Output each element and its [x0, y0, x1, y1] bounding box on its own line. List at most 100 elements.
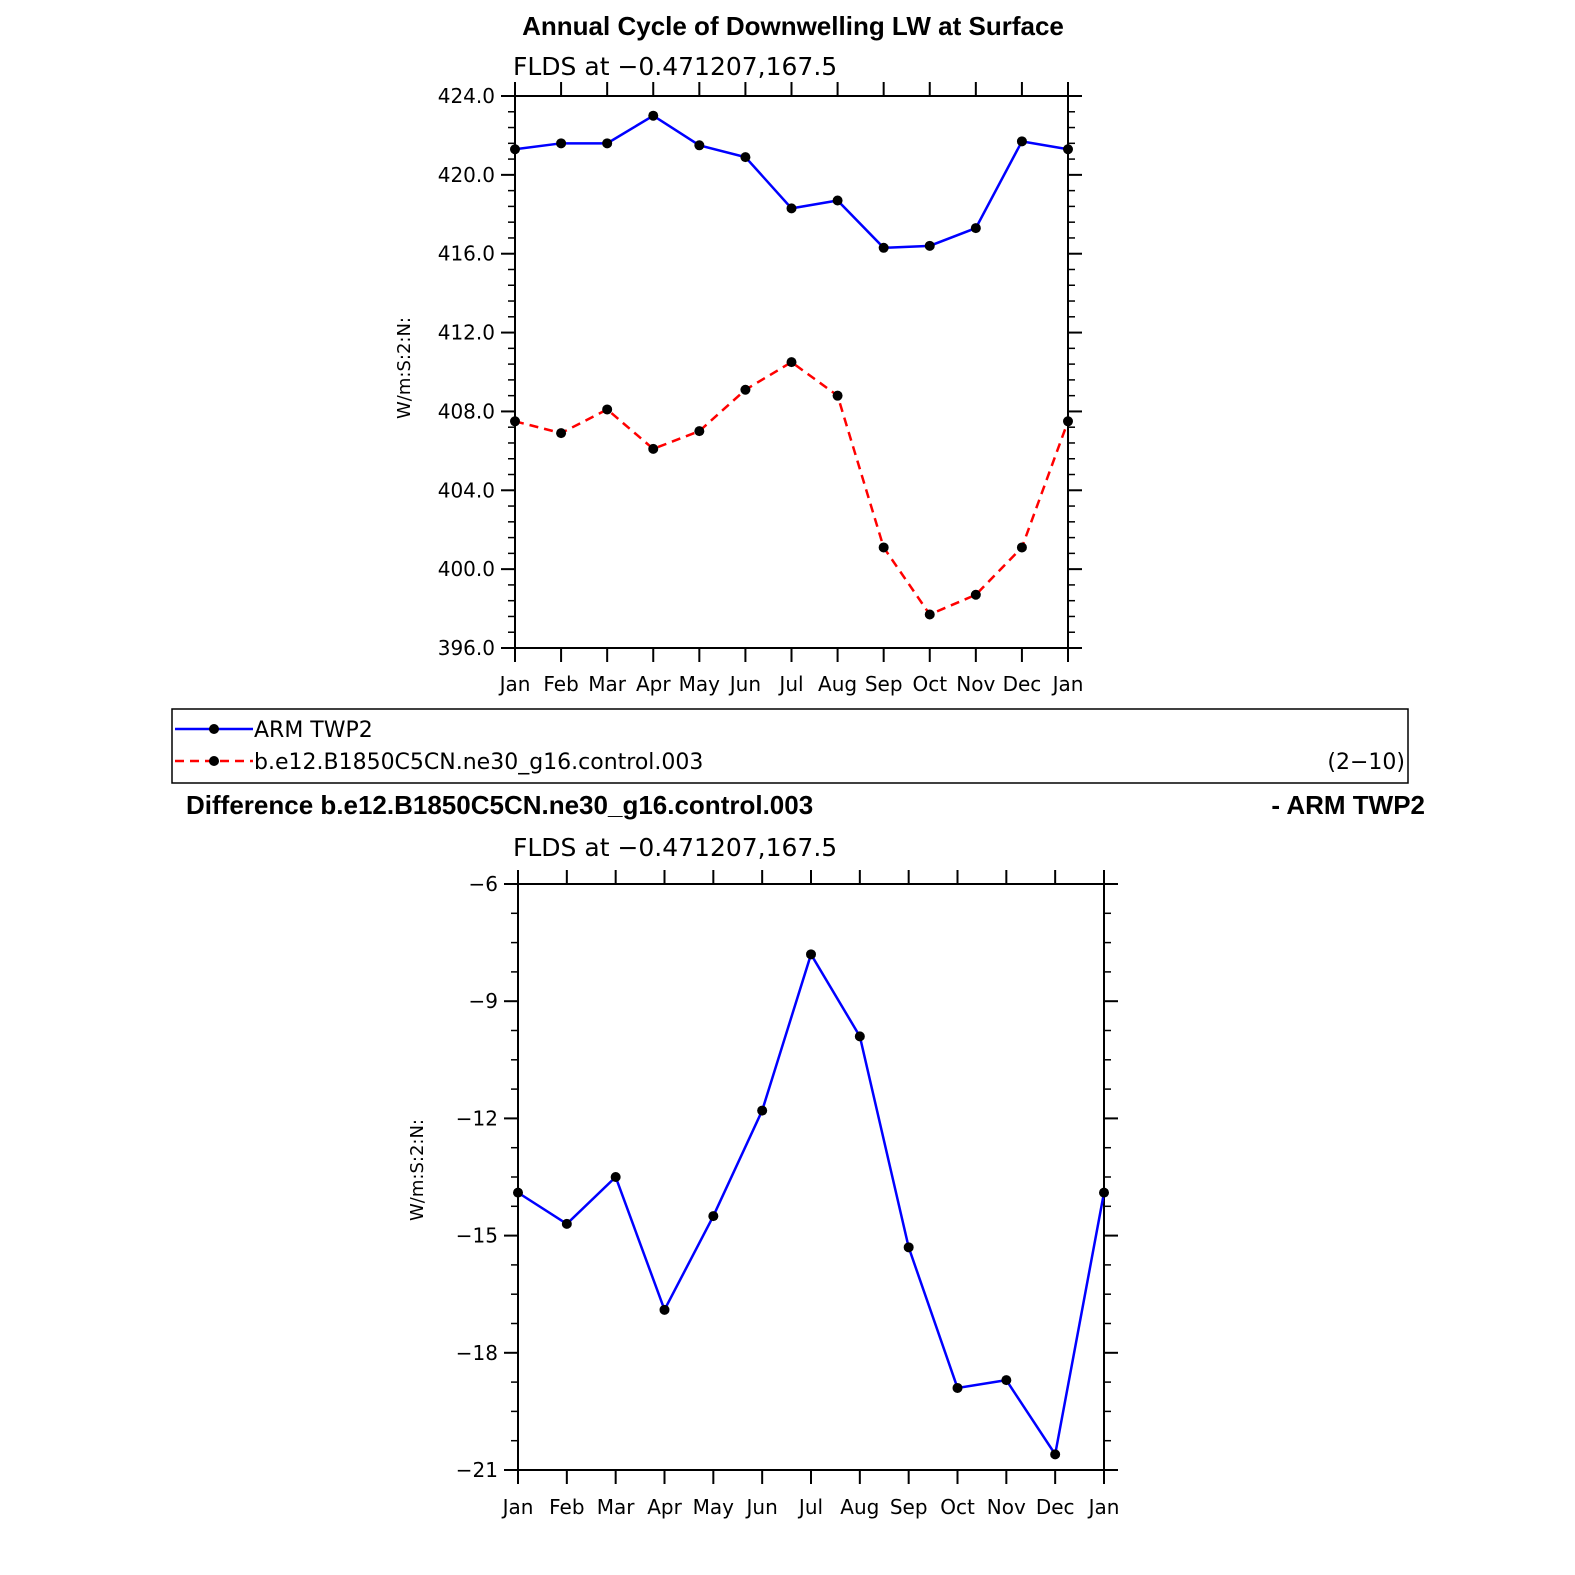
c1-series-1-point: [878, 542, 889, 553]
c1-series-0-point: [924, 240, 935, 251]
c1-series-line-1: [514, 360, 1070, 617]
c1-series-0-point: [510, 144, 520, 155]
c1-xtick-label: Jan: [1051, 672, 1084, 696]
c2-xtick-label: Aug: [840, 1495, 879, 1519]
chart1-title: Annual Cycle of Downwelling LW at Surfac…: [522, 11, 1064, 41]
c2-xtick-label: Jun: [745, 1495, 778, 1519]
c2-xtick-label: Jan: [501, 1495, 534, 1519]
c2-series-0-point: [952, 1382, 963, 1393]
c2-ytick-label: −12: [456, 1106, 498, 1130]
c2-xtick-label: Nov: [987, 1495, 1026, 1519]
c1-xtick-label: Jul: [777, 672, 803, 696]
c1-ytick-label: 404.0: [438, 478, 495, 502]
c1-ytick-label: 424.0: [438, 84, 495, 108]
c2-xtick-label: Sep: [890, 1495, 928, 1519]
c2-series-0-point: [659, 1304, 670, 1315]
legend: ARM TWP2 b.e12.B1850C5CN.ne30_g16.contro…: [171, 708, 1409, 784]
c1-series-0-point: [1063, 144, 1073, 155]
c1-series-1-point: [786, 357, 797, 368]
c1-ytick-label: 408.0: [438, 399, 495, 423]
c1-series-0-point: [694, 140, 705, 151]
c2-series-0-point: [561, 1218, 572, 1229]
c1-ytick-label: 420.0: [438, 163, 495, 187]
c1-series-1-point: [694, 426, 705, 437]
c1-xtick-label: May: [679, 672, 721, 696]
c1-xtick-label: Mar: [588, 672, 627, 696]
legend-marker-model: [209, 756, 219, 766]
legend-marker-arm: [209, 724, 219, 734]
c2-ytick-label: −9: [469, 989, 498, 1013]
c1-ytick-label: 400.0: [438, 557, 495, 581]
c1-series-1-point: [924, 609, 935, 620]
c2-series-0-point: [903, 1242, 914, 1253]
c2-plot-frame: [517, 883, 1105, 1471]
c2-series-0-point: [708, 1211, 719, 1222]
c1-series-0-point: [1016, 136, 1027, 147]
c1-series-1-point: [556, 428, 567, 439]
c1-xtick-label: Nov: [956, 672, 995, 696]
chart2-subtitle: FLDS at −0.471207,167.5: [513, 833, 837, 862]
chart2-title: Difference b.e12.B1850C5CN.ne30_g16.cont…: [186, 790, 813, 820]
c2-xtick-label: Jan: [1087, 1495, 1120, 1519]
c1-xtick-label: Feb: [543, 672, 578, 696]
c2-xtick-label: Apr: [647, 1495, 682, 1519]
c1-series-1-point: [648, 443, 659, 454]
chart1-subtitle: FLDS at −0.471207,167.5: [513, 52, 837, 81]
c1-series-1-point: [510, 416, 520, 427]
c2-series-0-point: [513, 1187, 523, 1198]
c1-series-0-point: [832, 195, 843, 206]
c2-xtick-label: May: [693, 1495, 735, 1519]
c1-xtick-label: Oct: [912, 672, 947, 696]
c1-series-0-point: [786, 203, 797, 214]
c2-ytick-label: −6: [469, 872, 498, 896]
legend-note: (2−10): [1327, 750, 1405, 775]
chart2-title-right: - ARM TWP2: [1271, 790, 1425, 820]
c1-series-line-0: [514, 114, 1069, 250]
legend-item-model: b.e12.B1850C5CN.ne30_g16.control.003: [175, 750, 703, 775]
c1-series-0-point: [740, 152, 751, 163]
c2-series-line-0: [517, 951, 1106, 1458]
c1-series-1-point: [970, 589, 981, 600]
c1-series-1-point: [740, 384, 751, 395]
c2-xtick-label: Mar: [597, 1495, 636, 1519]
c2-series-0-point: [610, 1172, 621, 1182]
c1-series-0-point: [878, 242, 889, 253]
c1-ytick-label: 412.0: [438, 321, 495, 345]
chart1-y-axis-label: W/m:S:2:N:: [394, 317, 415, 419]
c1-xtick-label: Jan: [498, 672, 531, 696]
c1-series-0-point: [648, 110, 659, 121]
c1-series-1-point: [1063, 416, 1073, 427]
c1-series-1-point: [602, 404, 613, 415]
c2-series-0-point: [854, 1031, 865, 1042]
c1-xtick-label: Dec: [1003, 672, 1042, 696]
c1-xtick-label: Sep: [865, 672, 903, 696]
c2-series-0-point: [1099, 1187, 1109, 1198]
c2-series-0-point: [806, 949, 816, 960]
chart2-y-axis-label: W/m:S:2:N:: [407, 1119, 428, 1221]
c1-series-0-point: [970, 223, 981, 234]
c2-xtick-label: Feb: [549, 1495, 584, 1519]
annual-cycle-chart: Annual Cycle of Downwelling LW at Surfac…: [394, 11, 1083, 696]
c1-series-0-point: [556, 138, 567, 149]
c1-ytick-label: 416.0: [438, 242, 495, 266]
c1-series-1-point: [1016, 542, 1027, 553]
c1-ytick-label: 396.0: [438, 636, 495, 660]
c2-xtick-label: Jul: [797, 1495, 823, 1519]
c2-series-0-point: [1001, 1375, 1012, 1386]
difference-chart: Difference b.e12.B1850C5CN.ne30_g16.cont…: [186, 790, 1425, 1519]
c1-series-0-point: [602, 138, 613, 149]
c1-xtick-label: Jun: [728, 672, 761, 696]
c2-series-0-point: [757, 1105, 768, 1116]
c2-series-0-point: [1050, 1449, 1061, 1460]
legend-label-model: b.e12.B1850C5CN.ne30_g16.control.003: [254, 750, 703, 775]
c2-xtick-label: Dec: [1036, 1495, 1075, 1519]
c2-ytick-label: −18: [456, 1341, 498, 1365]
legend-item-arm: ARM TWP2: [175, 718, 373, 743]
c2-xtick-label: Oct: [940, 1495, 975, 1519]
legend-label-arm: ARM TWP2: [254, 718, 373, 743]
legend-box: [171, 708, 1409, 784]
c1-xtick-label: Aug: [818, 672, 857, 696]
c1-series-1-point: [832, 390, 843, 401]
c1-xtick-label: Apr: [636, 672, 671, 696]
